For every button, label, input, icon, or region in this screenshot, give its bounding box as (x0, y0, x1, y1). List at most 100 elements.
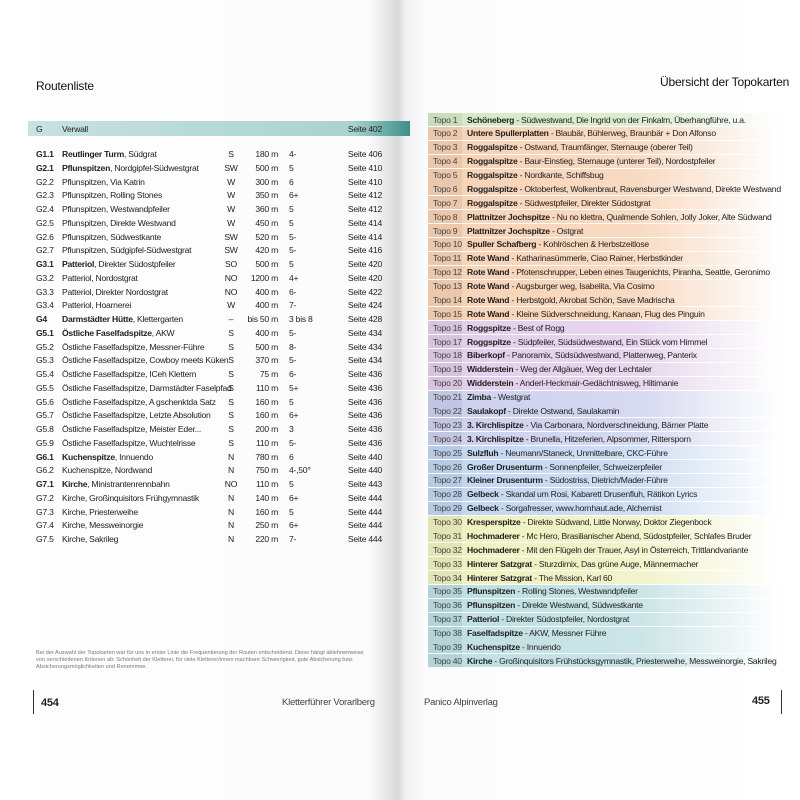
row-band (428, 237, 780, 251)
label-band (428, 251, 462, 265)
topo-label: Topo 38 (433, 628, 462, 639)
route-id: G6.2 (36, 465, 54, 476)
label-band (428, 321, 462, 335)
route-id: G5.4 (36, 369, 54, 379)
routes: - Anderl-Heckmair-Gedächtnisweg, Hiltima… (515, 378, 679, 389)
peak-name: Biberkopf (467, 350, 505, 361)
direction: N (228, 492, 234, 503)
grade: 8- (289, 341, 297, 352)
row-band (428, 182, 780, 196)
peak-name: Roggalspitze (467, 183, 518, 194)
peak-name: Roggspitze (467, 322, 511, 333)
label-band (428, 501, 462, 515)
peak-name: Zimba (467, 392, 492, 403)
row-band (428, 362, 780, 376)
topo-label: Topo 28 (433, 489, 462, 500)
route-text: Pflunspitzen, Via Katrin (62, 176, 145, 187)
topo-entry: Rote Wand - Pfotenschrupper, Leben eines… (467, 266, 770, 278)
peak-name: Reutlinger Turm (62, 149, 124, 159)
peak-name: Hochmaderer (467, 544, 520, 555)
routes: - Direkter Südostpfeiler, Nordostgrat (501, 614, 630, 625)
page-ref: Seite 436 (347, 382, 382, 393)
route-name: Kirche, Großinquisitors Frühgymnastik (62, 492, 199, 504)
label-band (428, 612, 462, 626)
label-band (428, 626, 462, 640)
route-id: G7.1 (36, 479, 54, 489)
routes: - Best of Rogg (512, 322, 565, 333)
topo-label: Topo 36 (433, 600, 462, 611)
route-name: Östliche Faselfadspitze, AKW (62, 327, 175, 339)
label-band (428, 335, 462, 349)
row-band (428, 126, 780, 140)
route-text: , Südgrat (123, 149, 157, 159)
label-band (428, 543, 462, 557)
peak-name: Östliche Faselfadspitze (62, 327, 152, 338)
length: 200 m (255, 424, 278, 434)
route-name: Reutlinger Turm, Südgrat (62, 148, 157, 160)
topo-entry: Sulzfluh - Neumann/Staneck, Unmittelbare… (467, 447, 668, 459)
length: 110 m (256, 479, 278, 489)
route-id: G7.5 (36, 534, 54, 544)
topo-label: Topo 2 (433, 128, 458, 139)
peak-name: Untere Spullerplatten (467, 128, 549, 139)
route-text: , Nordgipfel-Südwestgrat (110, 162, 199, 173)
grade: 5 (289, 506, 294, 517)
length: 750 m (255, 465, 278, 476)
page-number: 455 (752, 695, 770, 707)
grade: 5+ (289, 382, 299, 393)
row-band (428, 418, 780, 432)
grade: 4- (289, 149, 297, 159)
topo-label: Topo 18 (433, 350, 462, 361)
label-band (428, 126, 462, 140)
route-name: Kirche, Ministrantenrennbahn (62, 478, 170, 490)
grade: 6+ (289, 492, 299, 503)
topo-entry: Biberkopf - Panoramix, Südsüdwestwand, P… (467, 349, 697, 361)
page-ref: Seite 444 (347, 534, 382, 544)
topo-entry: Kuchenspitze - Innuendo (467, 641, 561, 653)
length: 500 m (255, 162, 278, 173)
grade: 6+ (289, 190, 299, 201)
topo-entry: Hochmaderer - Mc Hero, Brasilianischer A… (467, 530, 752, 542)
topo-entry: 3. Kirchlispitze - Brunella, Hitzeferien… (467, 433, 691, 445)
route-text: Östliche Faselfadspitze, Cowboy meets Kü… (62, 355, 229, 366)
route-id: G5.7 (36, 410, 54, 421)
page-ref: Seite 412 (347, 190, 382, 201)
page-ref: Seite 440 (347, 465, 382, 476)
route-name: Pflunspitzen, Südwestkante (62, 231, 161, 243)
topo-entry: 3. Kirchlispitze - Via Carbonara, Nordve… (467, 419, 709, 431)
peak-name: Pflunspitzen (467, 586, 516, 597)
page-ref: Seite 434 (347, 327, 382, 338)
route-text: Kirche, Sakrileg (62, 534, 119, 544)
routes: - Südostriss, Dietrich/Mader-Führe (544, 475, 668, 486)
topo-label: Topo 10 (433, 239, 462, 250)
topo-label: Topo 32 (433, 544, 462, 555)
grade: 5- (289, 355, 297, 366)
direction: S (228, 149, 234, 159)
peak-name: 3. Kirchlispitze (467, 433, 524, 444)
route-name: Pflunspitzen, Westwandpfeiler (62, 203, 170, 215)
route-text: Patteriol, Direkter Nordostgrat (62, 286, 168, 297)
section-id: G (36, 124, 43, 134)
length: 300 m (255, 176, 278, 187)
routes: - Direkte Westwand, Südwestkante (517, 600, 643, 611)
label-band (428, 460, 462, 473)
direction: N (228, 520, 234, 531)
section-page: Seite 402 (347, 124, 382, 134)
topo-label: Topo 16 (433, 322, 462, 333)
peak-name: Widderstein (467, 378, 514, 389)
direction: W (227, 176, 235, 187)
route-id: G5.2 (36, 341, 54, 352)
direction: N (228, 451, 234, 462)
direction: W (227, 190, 235, 201)
routes: - Katharinasümmerle, Ciao Rainer, Herbst… (511, 253, 683, 264)
label-band (428, 557, 462, 571)
row-band (428, 293, 780, 307)
peak-name: Plattnitzer Jochspitze (467, 225, 550, 236)
grade: 5 (289, 162, 294, 173)
topo-label: Topo 5 (433, 170, 458, 181)
route-name: Pflunspitzen, Südgipfel-Südwestgrat (62, 244, 192, 256)
direction: N (228, 465, 234, 476)
label-band (428, 265, 462, 279)
topo-entry: Pflunspitzen - Rolling Stones, Westwandp… (467, 585, 638, 597)
route-text: Pflunspitzen, Rolling Stones (62, 190, 163, 201)
